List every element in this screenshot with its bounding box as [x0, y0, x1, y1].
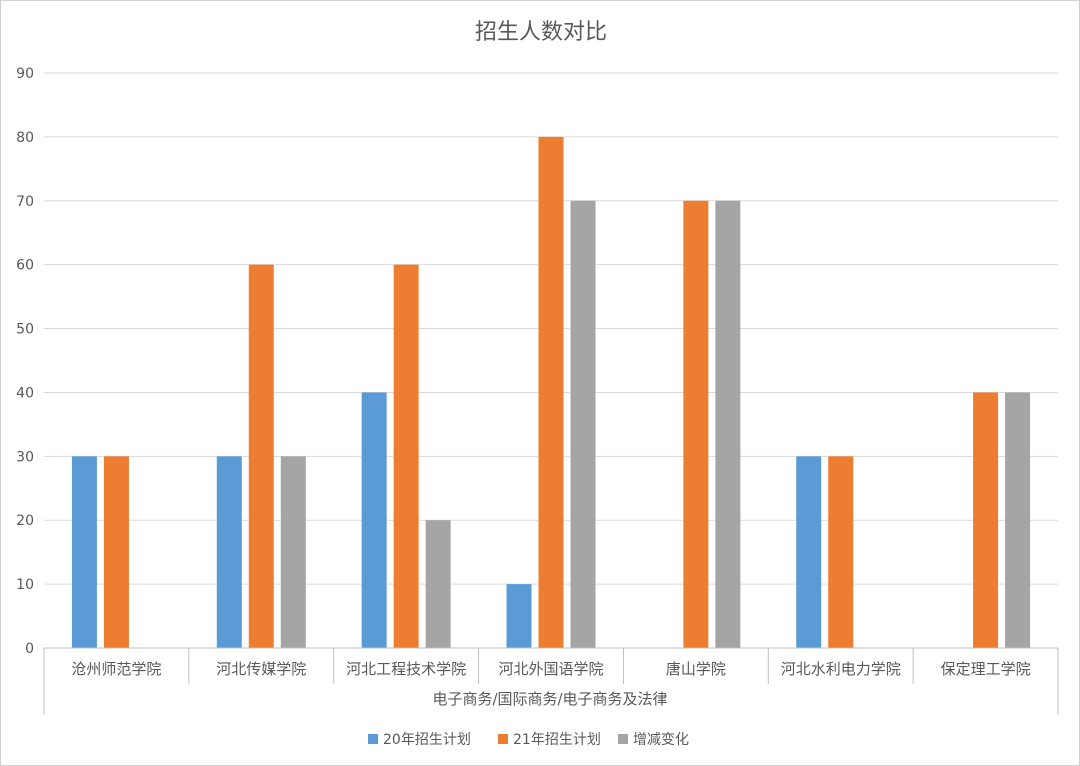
x-category-label: 河北传媒学院	[216, 660, 306, 678]
bar-3-2	[280, 456, 306, 648]
bar-1-6	[796, 456, 822, 648]
x-category-label: 河北外国语学院	[498, 660, 603, 678]
bar-3-4	[570, 200, 596, 648]
y-tick-label: 70	[16, 194, 34, 210]
y-tick-label: 10	[16, 577, 34, 593]
y-tick-label: 60	[16, 258, 34, 274]
legend: 20年招生计划 21年招生计划 增减变化	[368, 732, 689, 748]
x-category-label: 河北工程技术学院	[346, 660, 466, 678]
y-tick-label: 0	[25, 641, 34, 657]
bar-1-1	[71, 456, 97, 648]
legend-swatch-2	[498, 734, 508, 744]
y-axis: 0 10 20 30 40 50 60 70 80 90	[16, 66, 34, 657]
bar-2-1	[103, 456, 129, 648]
x-axis-group-label: 电子商务/国际商务/电子商务及法律	[432, 690, 667, 708]
y-tick-label: 80	[16, 130, 34, 146]
bar-1-2	[216, 456, 242, 648]
legend-label-1: 20年招生计划	[383, 732, 471, 748]
chart-title: 招生人数对比	[475, 20, 607, 45]
x-category-label: 河北水利电力学院	[781, 660, 901, 678]
x-category-label: 沧州师范学院	[71, 660, 161, 678]
y-tick-label: 40	[16, 385, 34, 401]
legend-swatch-3	[618, 734, 628, 744]
legend-swatch-1	[368, 734, 378, 744]
y-tick-label: 90	[16, 66, 34, 82]
y-tick-label: 30	[16, 449, 34, 465]
bar-2-6	[828, 456, 854, 648]
bar-2-2	[248, 264, 274, 648]
bar-1-3	[361, 392, 387, 648]
x-axis: 沧州师范学院 河北传媒学院 河北工程技术学院 河北外国语学院 唐山学院 河北水利电力学院 保…	[43, 647, 1059, 714]
bar-3-3	[425, 520, 451, 648]
bar-2-7	[973, 392, 999, 648]
x-category-label: 唐山学院	[666, 660, 726, 678]
legend-label-3: 增减变化	[633, 732, 689, 748]
y-tick-label: 20	[16, 513, 34, 529]
bars	[71, 136, 1031, 648]
bar-2-5	[683, 200, 709, 648]
bar-3-7	[1005, 392, 1031, 648]
bar-3-5	[715, 200, 741, 648]
x-category-label: 保定理工学院	[941, 660, 1031, 678]
legend-label-2: 21年招生计划	[513, 732, 601, 748]
bar-2-3	[393, 264, 419, 648]
bar-1-4	[506, 584, 532, 648]
y-tick-label: 50	[16, 322, 34, 338]
bar-2-4	[538, 136, 564, 648]
